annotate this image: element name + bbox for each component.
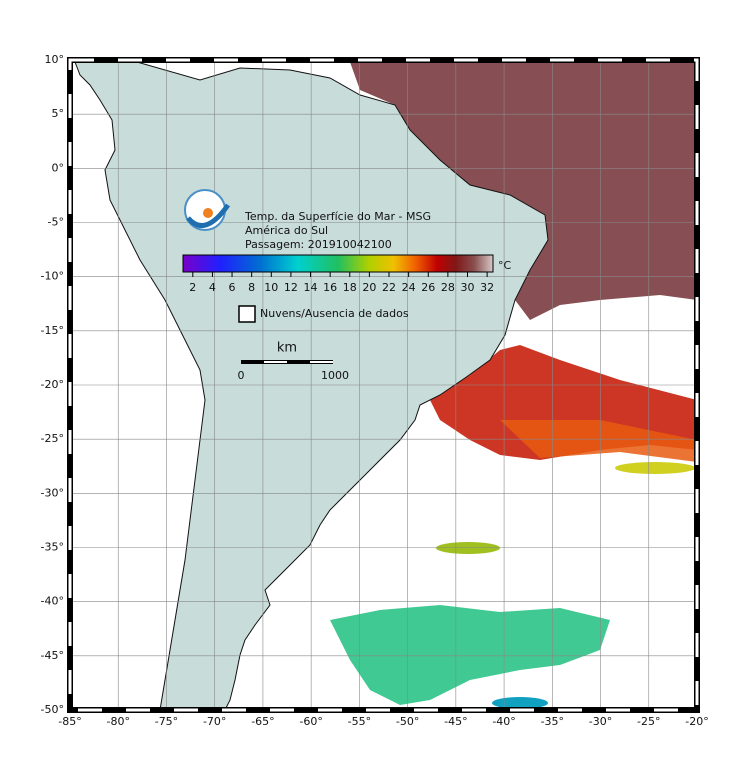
- lon-tick-label: -50°: [396, 715, 419, 728]
- scale-tick-label: 1000: [321, 369, 349, 382]
- region: América do Sul: [245, 224, 328, 237]
- lon-tick-label: -75°: [155, 715, 178, 728]
- lon-tick-label: -60°: [299, 715, 322, 728]
- sst-green-south: [330, 605, 610, 705]
- colorbar-unit: °C: [498, 259, 512, 272]
- colorbar-tick-label: 14: [304, 281, 318, 294]
- lat-tick-label: -30°: [41, 486, 64, 499]
- colorbar-tick-label: 24: [402, 281, 416, 294]
- colorbar-tick-label: 28: [441, 281, 455, 294]
- scale-unit: km: [277, 341, 297, 356]
- lat-tick-label: -20°: [41, 378, 64, 391]
- colorbar-tick-label: 30: [460, 281, 474, 294]
- sst-cyan: [492, 697, 548, 709]
- lat-tick-label: 0°: [52, 161, 65, 174]
- colorbar-tick-label: 32: [480, 281, 494, 294]
- pass-time: Passagem: 201910042100: [245, 238, 392, 251]
- lat-tick-label: -5°: [48, 216, 64, 229]
- lat-tick-label: 5°: [52, 107, 65, 120]
- lon-tick-label: -65°: [251, 715, 274, 728]
- sst-warm-north: [350, 62, 697, 320]
- sst-field: [330, 62, 697, 709]
- scale-tick-label: 0: [238, 369, 245, 382]
- inpe-logo: [184, 189, 231, 231]
- lon-tick-label: -40°: [492, 715, 515, 728]
- sst-yellow-green: [436, 542, 500, 554]
- lat-tick-label: -45°: [41, 649, 64, 662]
- lon-tick-label: -55°: [348, 715, 371, 728]
- legend-label: Nuvens/Ausencia de dados: [260, 307, 409, 320]
- colorbar-tick-label: 2: [189, 281, 196, 294]
- lon-tick-label: -85°: [58, 715, 81, 728]
- colorbar-tick-label: 8: [248, 281, 255, 294]
- sst-orange: [500, 420, 697, 462]
- colorbar-tick-label: 12: [284, 281, 298, 294]
- colorbar-tick-label: 22: [382, 281, 396, 294]
- lat-tick-label: -50°: [41, 703, 64, 716]
- sst-yellow: [615, 462, 695, 474]
- map-frame-pattern: [68, 58, 699, 712]
- lon-tick-label: -35°: [541, 715, 564, 728]
- lon-tick-label: -20°: [685, 715, 708, 728]
- lat-tick-label: -15°: [41, 324, 64, 337]
- lat-tick-label: 10°: [45, 53, 65, 66]
- lon-tick-label: -80°: [106, 715, 129, 728]
- colorbar-tick-label: 4: [209, 281, 216, 294]
- colorbar-tick-label: 18: [343, 281, 357, 294]
- colorbar-tick-label: 6: [229, 281, 236, 294]
- colorbar-tick-label: 10: [264, 281, 278, 294]
- legend-swatch: [238, 305, 256, 323]
- title: Temp. da Superfície do Mar - MSG: [244, 210, 431, 223]
- scale-bar-segment: [310, 361, 333, 363]
- lat-tick-label: -25°: [41, 432, 64, 445]
- scale-bar-segment: [264, 361, 287, 363]
- lat-tick-label: -40°: [41, 595, 64, 608]
- colorbar-tick-label: 16: [323, 281, 337, 294]
- lon-tick-label: -25°: [637, 715, 660, 728]
- colorbar-tick-label: 20: [362, 281, 376, 294]
- lat-tick-label: -10°: [41, 270, 64, 283]
- colorbar-tick-label: 26: [421, 281, 435, 294]
- lon-tick-label: -70°: [203, 715, 226, 728]
- colorbar: [182, 254, 494, 273]
- lon-tick-label: -45°: [444, 715, 467, 728]
- lat-tick-label: -35°: [41, 541, 64, 554]
- lon-tick-label: -30°: [589, 715, 612, 728]
